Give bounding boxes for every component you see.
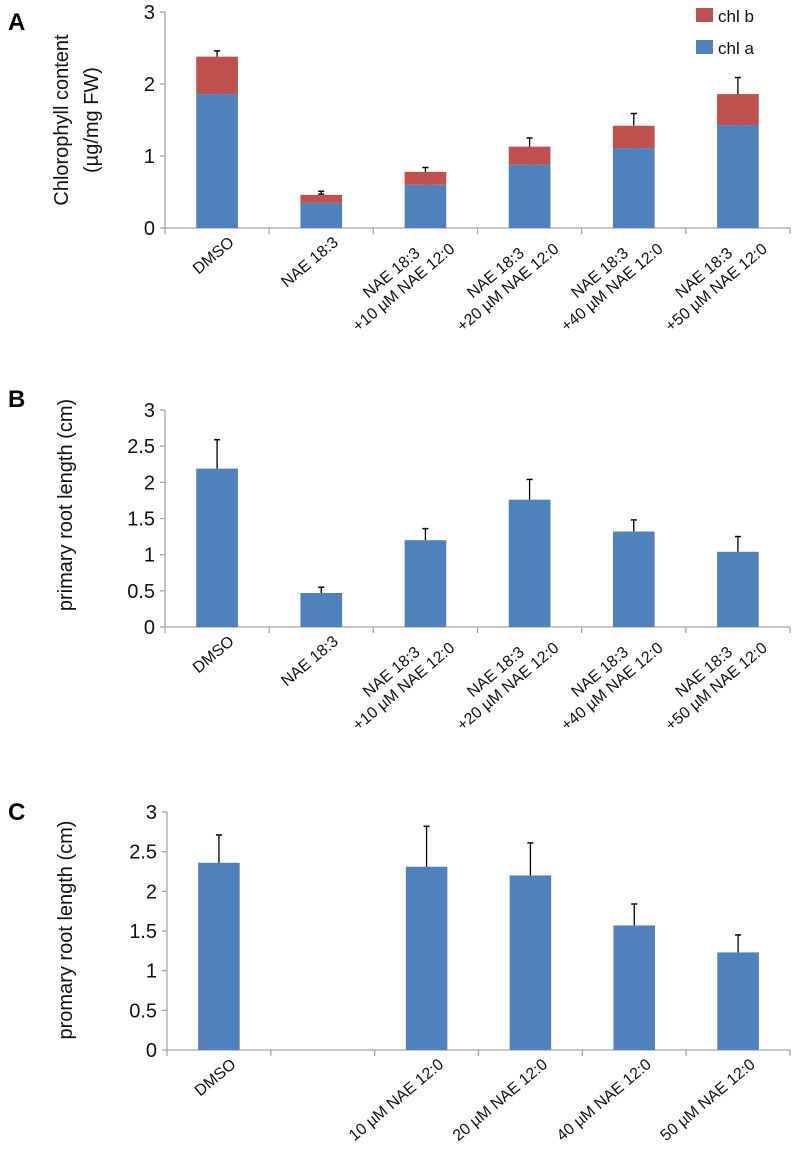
bar-chl-b (196, 56, 238, 95)
x-tick-label: NAE 18:3+50 µM NAE 12:0 (650, 226, 771, 335)
bar (717, 952, 759, 1050)
x-tick-label: 40 µM NAE 12:0 (554, 1056, 655, 1145)
bar-chl-a (717, 125, 759, 228)
y-tick-label: 3 (144, 2, 155, 24)
x-tick-label: NAE 18:3+10 µM NAE 12:0 (338, 226, 459, 335)
bar-chl-b (300, 194, 343, 203)
x-tick-label: 20 µM NAE 12:0 (450, 1056, 551, 1145)
bar (405, 866, 448, 1050)
x-tick-label: NAE 18:3 (278, 633, 341, 690)
x-tick-label: NAE 18:3+20 µM NAE 12:0 (442, 226, 563, 335)
y-tick-label: 2 (144, 472, 155, 494)
bar (508, 499, 551, 627)
bar (509, 875, 552, 1050)
x-tick-label-line: 50 µM NAE 12:0 (658, 1056, 759, 1145)
bar (198, 862, 240, 1050)
x-tick-label-line: 10 µM NAE 12:0 (346, 1056, 447, 1145)
y-axis-label: promary root length (cm) (55, 821, 77, 1040)
y-tick-label: 3 (146, 802, 157, 824)
y-tick-label: 1 (146, 961, 157, 983)
bar-chl-a (196, 94, 238, 228)
y-tick-label: 2.5 (127, 436, 155, 458)
x-tick-label-line: NAE 18:3 (278, 633, 341, 690)
y-tick-label: 1 (144, 146, 155, 168)
bar (612, 531, 655, 627)
x-tick-label-line: 20 µM NAE 12:0 (450, 1056, 551, 1145)
bar-chl-a (612, 148, 655, 228)
y-tick-label: 0 (146, 1040, 157, 1062)
y-tick-label: 1.5 (129, 921, 157, 943)
x-tick-label: DMSO (190, 234, 238, 278)
y-tick-label: 0.5 (127, 581, 155, 603)
y-axis-label: primary root length (cm) (55, 399, 77, 611)
x-tick-label: DMSO (192, 1056, 240, 1100)
bar-chl-a (300, 202, 343, 228)
bar-chl-a (508, 164, 551, 228)
x-tick-label: NAE 18:3+20 µM NAE 12:0 (442, 625, 563, 734)
x-tick-label: NAE 18:3+50 µM NAE 12:0 (650, 625, 771, 734)
x-tick-label-line: DMSO (192, 1056, 240, 1100)
x-tick-label-line: DMSO (190, 234, 238, 278)
bar-chl-b (404, 171, 447, 185)
legend-swatch (696, 40, 713, 54)
x-tick-label: NAE 18:3+40 µM NAE 12:0 (546, 226, 667, 335)
legend: chl b chl a (696, 7, 754, 58)
y-tick-label: 0.5 (129, 1000, 157, 1022)
bar (300, 593, 343, 627)
panel-letter: A (8, 9, 25, 36)
y-tick-label: 0 (144, 218, 155, 240)
bar-chl-b (717, 94, 759, 126)
bar-chl-a (404, 184, 447, 228)
x-tick-label-line: NAE 18:3 (278, 234, 341, 291)
y-tick-label: 0 (144, 617, 155, 639)
y-tick-label: 2.5 (129, 842, 157, 864)
panel-letter: B (8, 386, 25, 413)
x-tick-label: 10 µM NAE 12:0 (346, 1056, 447, 1145)
panel-A: A Chlorophyll content (µg/mg FW) 0 1 2 3 DMSO NA… (8, 2, 791, 335)
bar (404, 540, 447, 627)
bar (613, 925, 656, 1050)
bar-chl-b (612, 125, 655, 149)
y-tick-label: 2 (146, 881, 157, 903)
x-tick-label-line: DMSO (190, 633, 238, 677)
x-tick-label: NAE 18:3+10 µM NAE 12:0 (338, 625, 459, 734)
y-tick-label: 1.5 (127, 509, 155, 531)
legend-label: chl b (718, 7, 754, 26)
y-tick-label: 2 (144, 74, 155, 96)
bar (717, 551, 759, 627)
bar-chl-b (508, 146, 551, 165)
legend-swatch (696, 8, 713, 22)
x-tick-label: NAE 18:3 (278, 234, 341, 291)
y-axis-label: (µg/mg FW) (81, 67, 103, 173)
x-tick-label-line: 40 µM NAE 12:0 (554, 1056, 655, 1145)
y-tick-label: 3 (144, 400, 155, 422)
y-axis-label: Chlorophyll content (51, 34, 73, 206)
y-tick-label: 1 (144, 545, 155, 567)
x-tick-label: 50 µM NAE 12:0 (658, 1056, 759, 1145)
panel-letter: C (8, 799, 25, 826)
x-tick-label: NAE 18:3+40 µM NAE 12:0 (546, 625, 667, 734)
legend-label: chl a (718, 39, 754, 58)
x-tick-label: DMSO (190, 633, 238, 677)
bar (196, 468, 238, 627)
